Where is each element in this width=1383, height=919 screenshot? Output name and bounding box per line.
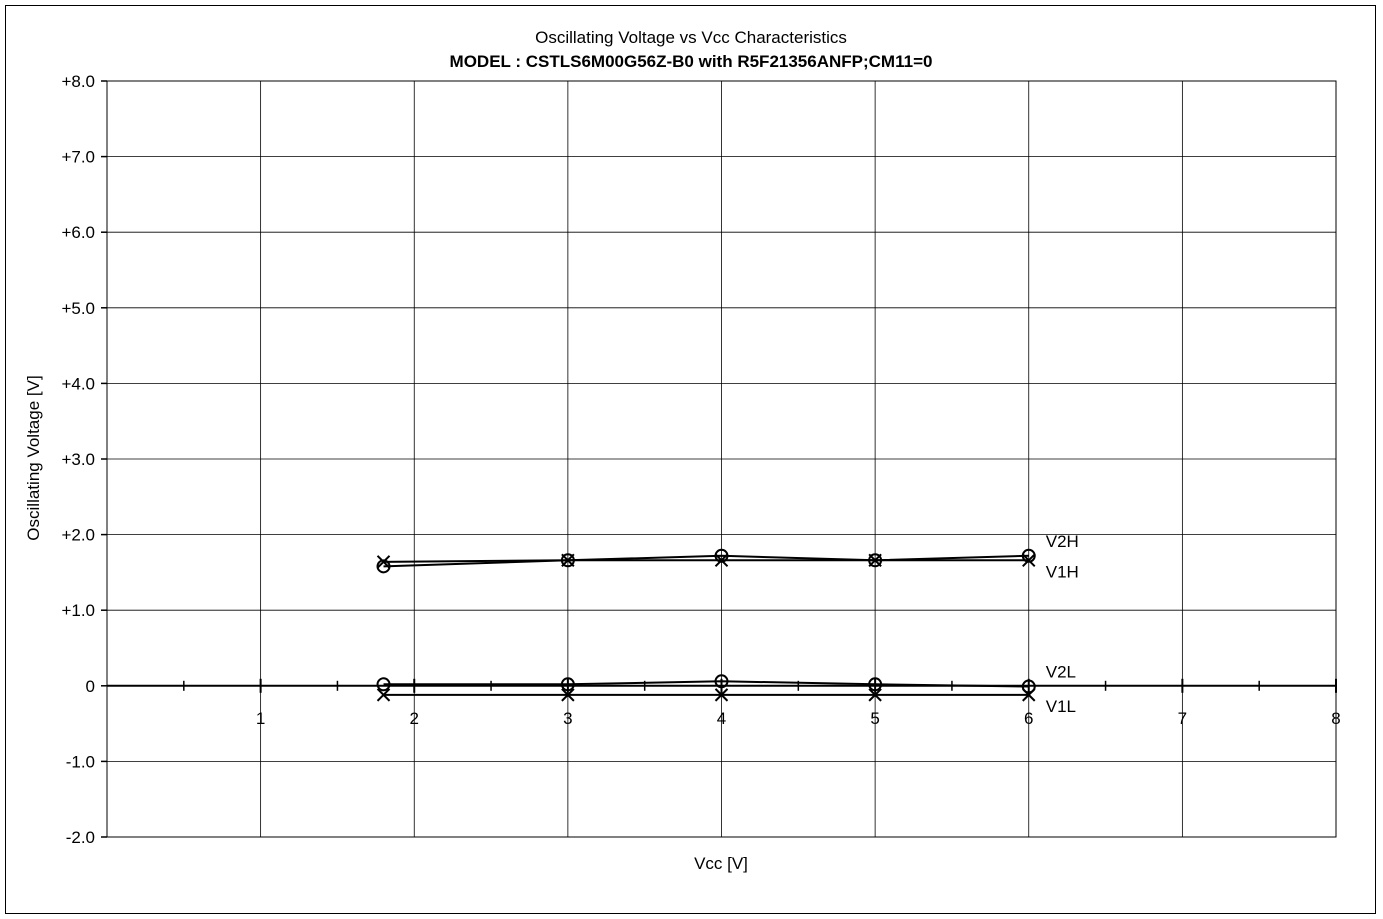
- y-tick-label: +6.0: [61, 223, 95, 242]
- plot-area: -2.0 -1.0 0 +1.0 +2.0 +3.0 +4.0 +5.0 +6.0 +7.0 +8.…: [61, 72, 1340, 847]
- x-tick-label: 7: [1178, 709, 1187, 728]
- data-point-v2l: [714, 674, 729, 689]
- series-line-v2l: [383, 680, 1029, 688]
- y-tick-label: +2.0: [61, 526, 95, 545]
- data-point-v1l: [1022, 688, 1036, 702]
- y-tick-label: +3.0: [61, 450, 95, 469]
- data-point-v1l: [714, 688, 729, 702]
- chart-title: Oscillating Voltage vs Vcc Characteristi…: [535, 28, 847, 47]
- data-point-v1h: [1022, 553, 1036, 568]
- series-line-v1h: [383, 559, 1029, 563]
- y-tick-label: +4.0: [61, 374, 95, 393]
- x-tick-label: 5: [870, 709, 879, 728]
- series-label-v2h: V2H: [1046, 532, 1079, 551]
- series-label-v2l: V2L: [1046, 663, 1076, 682]
- data-point-v2l: [1021, 679, 1036, 694]
- series-label-v1l: V1L: [1046, 697, 1076, 716]
- data-point-v2l: [560, 677, 575, 692]
- data-point-v2l: [868, 677, 883, 692]
- data-point-v2h: [1021, 548, 1036, 563]
- chart-subtitle: MODEL : CSTLS6M00G56Z-B0 with R5F21356AN…: [450, 52, 933, 71]
- data-point-v2h: [376, 559, 391, 574]
- series-label-v1h: V1H: [1046, 562, 1079, 581]
- x-tick-label: 3: [563, 709, 572, 728]
- y-tick-label: +8.0: [61, 72, 95, 91]
- x-axis-label: Vcc [V]: [694, 854, 748, 873]
- data-point-v1l: [868, 688, 882, 702]
- data-point-v1h: [561, 553, 575, 568]
- data-point-v1h: [714, 553, 729, 568]
- y-tick-label: -1.0: [66, 752, 95, 771]
- y-tick-label: 0: [86, 677, 95, 696]
- x-tick-label: 6: [1024, 709, 1033, 728]
- y-tick-label: +1.0: [61, 601, 95, 620]
- data-point-v1l: [561, 688, 575, 702]
- data-point-v1h: [868, 553, 882, 568]
- x-tick-label: 8: [1331, 709, 1340, 728]
- data-point-v1h: [376, 555, 391, 569]
- y-tick-label: +5.0: [61, 299, 95, 318]
- x-tick-label: 2: [410, 709, 419, 728]
- x-tick-label: 1: [256, 709, 265, 728]
- data-point-v1l: [376, 688, 391, 702]
- y-axis-label: Oscillating Voltage [V]: [24, 375, 43, 540]
- series-line-v2h: [383, 554, 1029, 568]
- y-tick-label: -2.0: [66, 828, 95, 847]
- y-tick-label: +7.0: [61, 148, 95, 167]
- x-tick-label: 4: [717, 709, 726, 728]
- data-point-v2l: [376, 677, 391, 692]
- data-point-v2h: [714, 548, 729, 563]
